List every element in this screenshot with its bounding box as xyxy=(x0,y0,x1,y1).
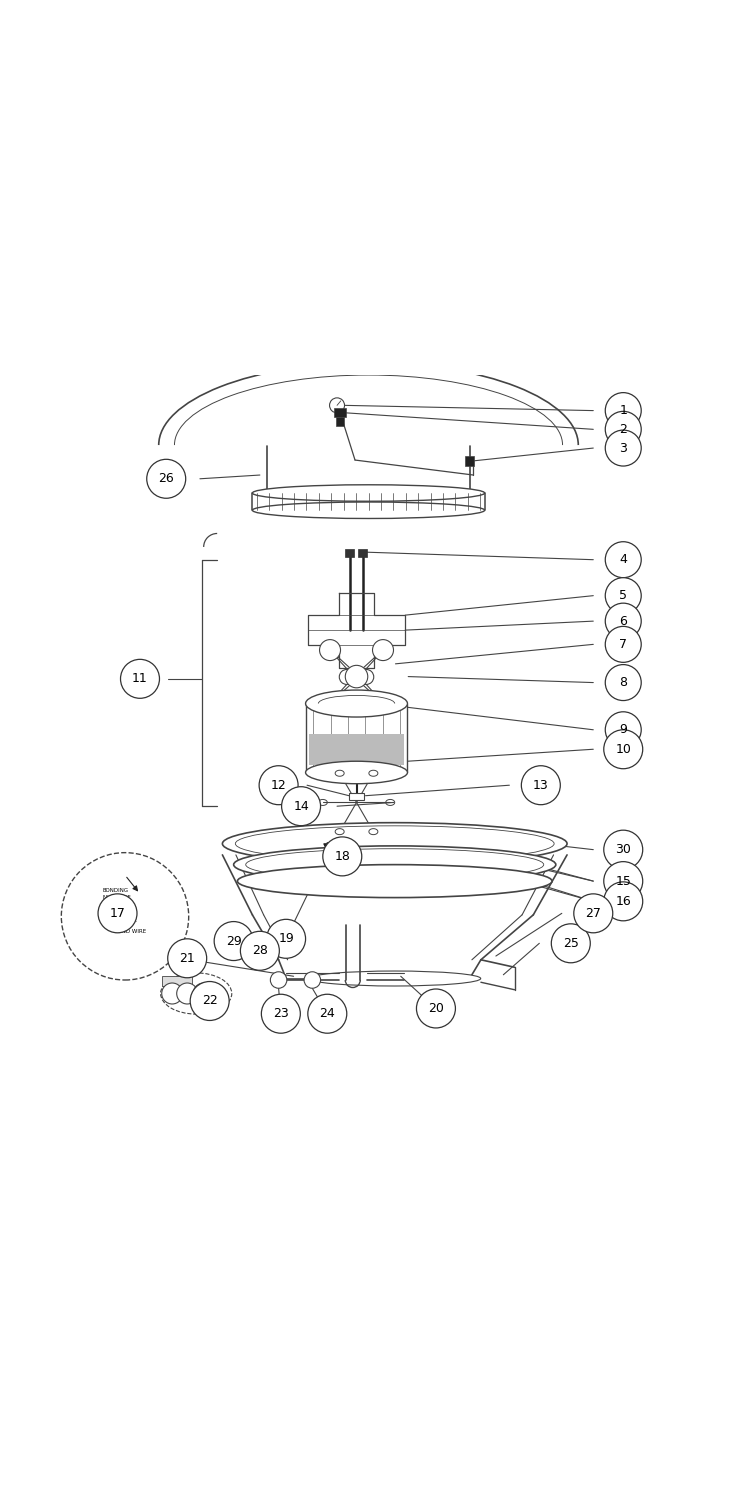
Text: 25: 25 xyxy=(562,938,579,950)
Text: BOND WIRE: BOND WIRE xyxy=(114,928,146,934)
Text: 29: 29 xyxy=(226,934,241,948)
Text: 20: 20 xyxy=(428,1002,444,1016)
Ellipse shape xyxy=(309,970,481,986)
Text: BONDING: BONDING xyxy=(102,888,129,892)
Circle shape xyxy=(417,988,456,1028)
Text: WASHER: WASHER xyxy=(114,918,138,922)
Circle shape xyxy=(605,664,641,700)
Text: 26: 26 xyxy=(159,472,174,486)
Circle shape xyxy=(320,693,341,714)
Text: 3: 3 xyxy=(620,441,627,454)
FancyBboxPatch shape xyxy=(336,417,344,426)
Circle shape xyxy=(214,921,253,960)
FancyBboxPatch shape xyxy=(349,792,364,800)
Circle shape xyxy=(604,882,643,921)
Circle shape xyxy=(605,712,641,748)
Text: 28: 28 xyxy=(252,945,268,957)
Text: 21: 21 xyxy=(179,952,195,964)
Text: 18: 18 xyxy=(335,850,350,862)
Circle shape xyxy=(259,765,298,804)
Circle shape xyxy=(308,994,347,1033)
Text: 27: 27 xyxy=(585,908,601,920)
Text: 23: 23 xyxy=(273,1007,289,1020)
Circle shape xyxy=(605,603,641,639)
Text: 10: 10 xyxy=(615,742,631,756)
Circle shape xyxy=(574,894,613,933)
Circle shape xyxy=(551,924,590,963)
Circle shape xyxy=(281,786,320,825)
Ellipse shape xyxy=(234,846,556,883)
Circle shape xyxy=(162,982,183,1004)
Circle shape xyxy=(349,669,364,684)
Circle shape xyxy=(605,430,641,466)
Ellipse shape xyxy=(246,849,544,880)
Circle shape xyxy=(605,627,641,663)
FancyBboxPatch shape xyxy=(358,549,367,556)
Circle shape xyxy=(62,852,189,980)
Text: NUT HERE: NUT HERE xyxy=(102,896,130,900)
Text: 14: 14 xyxy=(293,800,309,813)
Text: 15: 15 xyxy=(615,874,631,888)
Text: 19: 19 xyxy=(278,933,294,945)
Text: 12: 12 xyxy=(271,778,287,792)
Text: 1: 1 xyxy=(620,404,627,417)
Circle shape xyxy=(372,693,393,714)
Circle shape xyxy=(339,669,354,684)
Circle shape xyxy=(147,459,186,498)
Circle shape xyxy=(168,939,207,978)
Text: 30: 30 xyxy=(615,843,631,856)
Circle shape xyxy=(372,639,393,660)
Circle shape xyxy=(177,982,198,1004)
Ellipse shape xyxy=(161,974,232,1014)
Circle shape xyxy=(262,994,300,1033)
Circle shape xyxy=(605,542,641,578)
Circle shape xyxy=(120,660,159,699)
Circle shape xyxy=(604,861,643,900)
Circle shape xyxy=(605,393,641,429)
Text: 24: 24 xyxy=(320,1007,335,1020)
Ellipse shape xyxy=(238,864,552,897)
FancyBboxPatch shape xyxy=(345,549,354,556)
Text: 7: 7 xyxy=(619,638,627,651)
Text: 5: 5 xyxy=(619,590,627,602)
Text: 6: 6 xyxy=(620,615,627,627)
Circle shape xyxy=(605,411,641,447)
Circle shape xyxy=(193,982,214,1004)
Text: 9: 9 xyxy=(620,723,627,736)
Circle shape xyxy=(604,730,643,768)
Text: 22: 22 xyxy=(202,994,217,1008)
Ellipse shape xyxy=(223,822,567,864)
Circle shape xyxy=(359,669,374,684)
Circle shape xyxy=(304,972,320,988)
Circle shape xyxy=(320,639,341,660)
Text: 13: 13 xyxy=(533,778,549,792)
Ellipse shape xyxy=(253,484,484,501)
Circle shape xyxy=(345,666,368,688)
FancyBboxPatch shape xyxy=(308,734,405,765)
Circle shape xyxy=(605,578,641,614)
Circle shape xyxy=(271,972,287,988)
Ellipse shape xyxy=(235,827,554,861)
Text: 17: 17 xyxy=(110,908,126,920)
Ellipse shape xyxy=(305,690,408,717)
Text: 2: 2 xyxy=(620,423,627,436)
Circle shape xyxy=(98,894,137,933)
FancyBboxPatch shape xyxy=(162,975,192,986)
Text: 11: 11 xyxy=(132,672,148,686)
Text: 4: 4 xyxy=(620,554,627,566)
Circle shape xyxy=(241,932,279,970)
Circle shape xyxy=(323,837,362,876)
Ellipse shape xyxy=(305,760,408,783)
Text: 16: 16 xyxy=(615,896,631,908)
Circle shape xyxy=(521,765,560,804)
FancyBboxPatch shape xyxy=(465,456,475,466)
Circle shape xyxy=(267,920,305,958)
Circle shape xyxy=(329,398,344,412)
Ellipse shape xyxy=(253,503,484,519)
Circle shape xyxy=(190,981,229,1020)
FancyBboxPatch shape xyxy=(334,408,346,417)
Circle shape xyxy=(604,830,643,868)
Text: 8: 8 xyxy=(619,676,627,688)
